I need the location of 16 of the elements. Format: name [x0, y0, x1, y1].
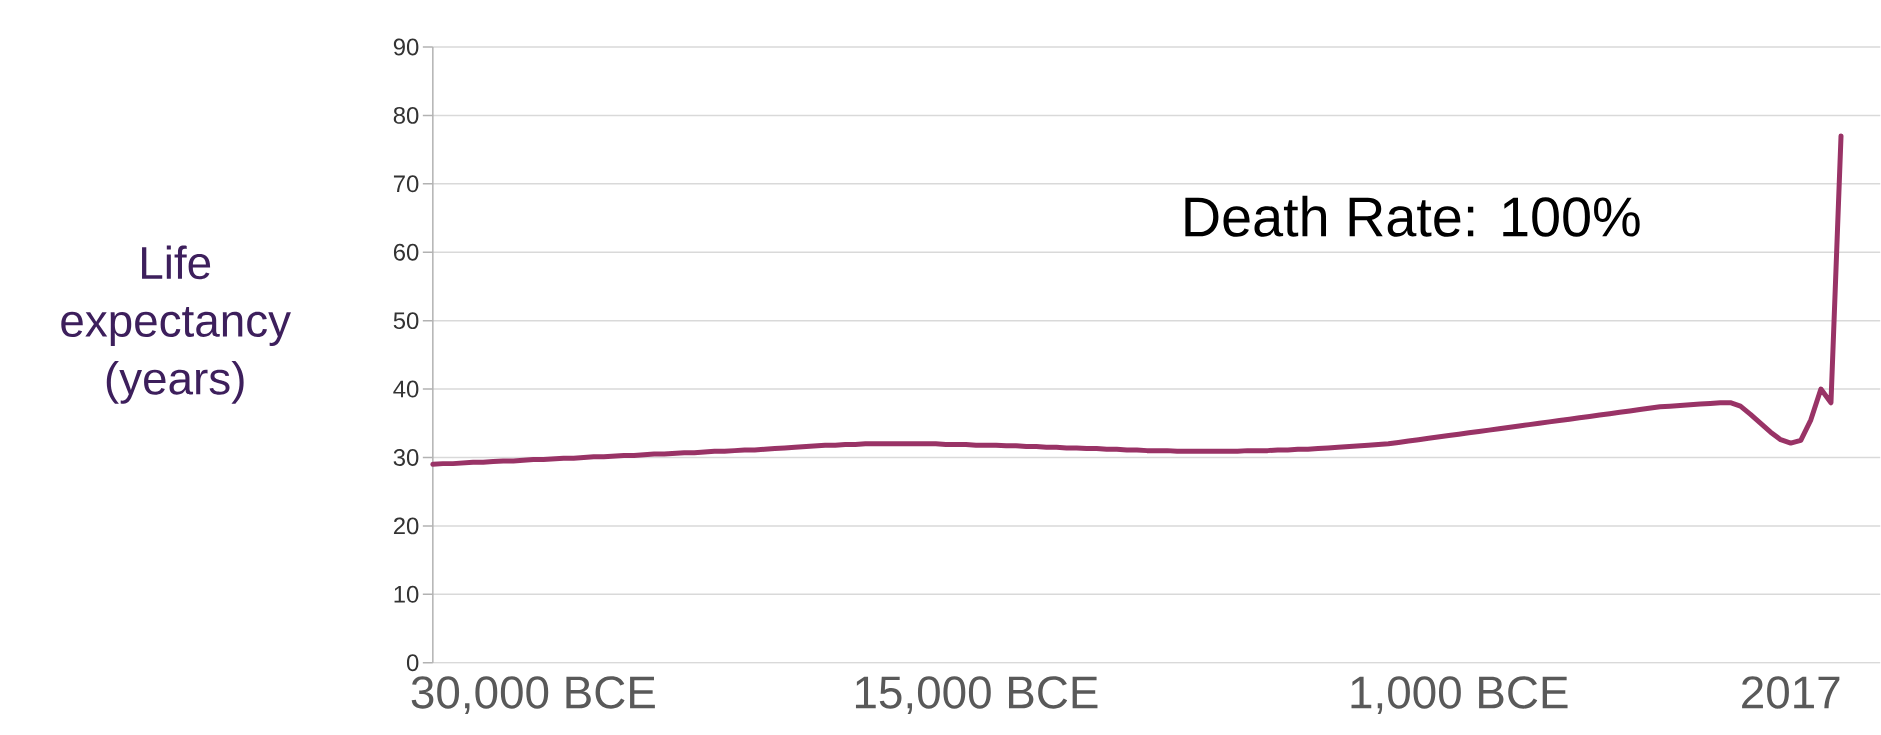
y-tick-label: 70: [393, 175, 419, 193]
y-tick-label: 50: [393, 312, 419, 330]
x-tick-label: 15,000 BCE: [855, 676, 1098, 715]
y-tick-label: 90: [393, 38, 419, 56]
y-tick-label: 30: [393, 449, 419, 467]
y-tick-label: 10: [394, 586, 419, 603]
y-tick-label: 20: [393, 517, 419, 535]
y-tick-label: 0: [406, 654, 419, 672]
x-tick-label: 2017: [1742, 676, 1840, 709]
y-axis-title: Life expectancy (years): [61, 245, 291, 404]
x-tick-label: 30,000 BCE: [411, 676, 655, 715]
y-tick-label: 40: [393, 380, 419, 398]
y-tick-label: 60: [393, 243, 419, 261]
x-tick-label: 1,000 BCE: [1351, 676, 1568, 715]
annotation: Death Rate: 100%: [1185, 195, 1640, 237]
y-tick-label: 80: [393, 107, 419, 125]
